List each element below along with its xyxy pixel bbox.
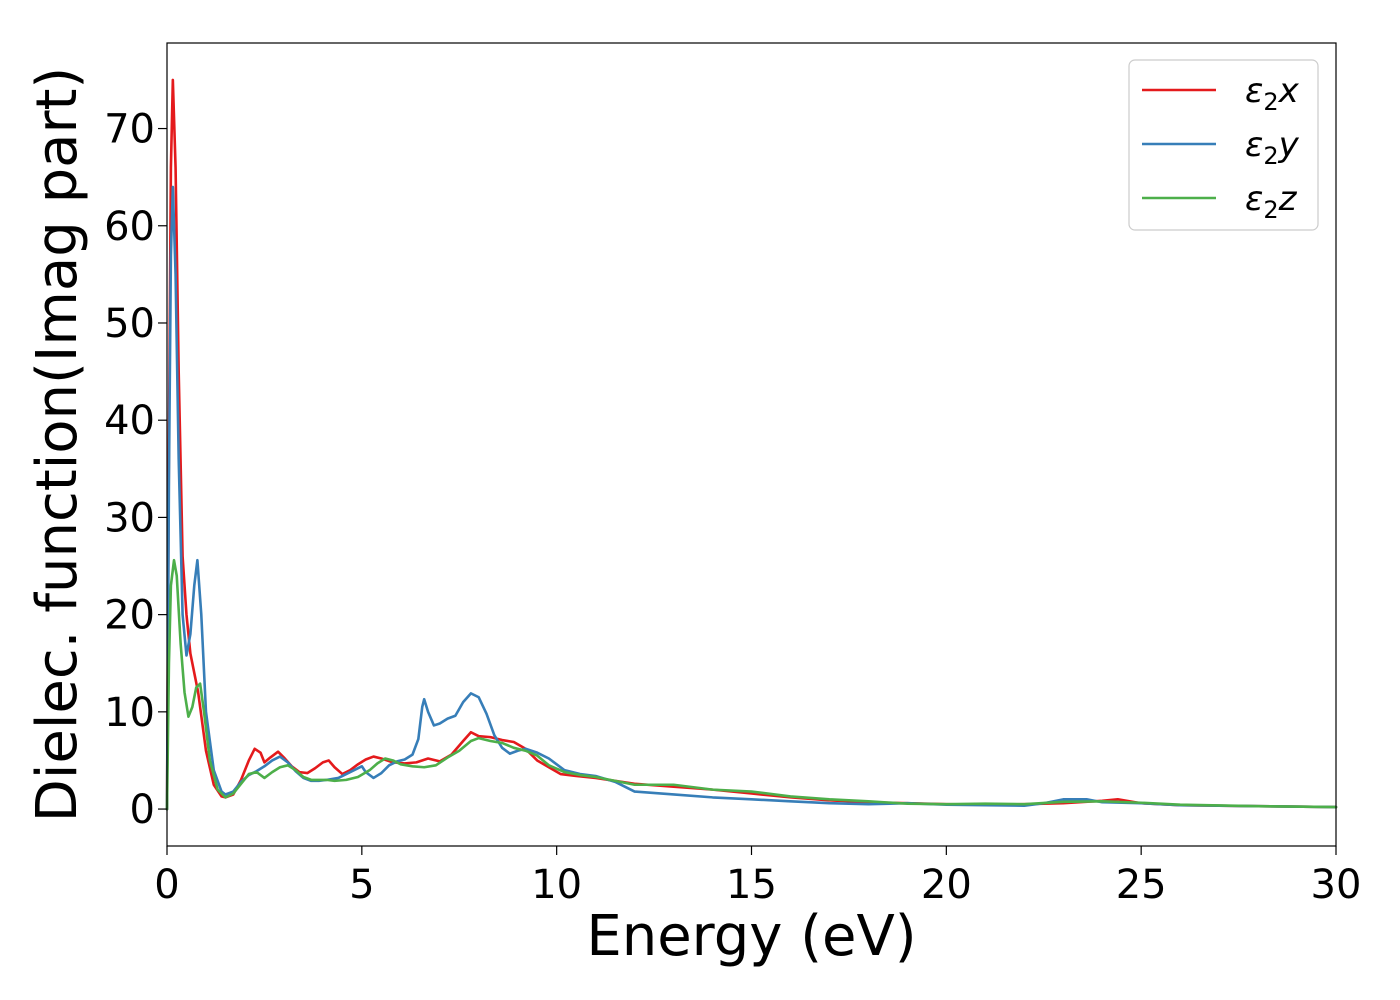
y-tick-label: 0 xyxy=(130,787,155,833)
legend-label-3: ε2z xyxy=(1245,179,1298,224)
legend-label-1: ε2x xyxy=(1245,71,1300,116)
x-tick-label: 20 xyxy=(921,862,972,908)
y-tick-label: 10 xyxy=(104,690,155,736)
legend-label-2: ε2y xyxy=(1245,125,1300,170)
y-axis-ticks: 0 10 20 30 40 50 60 70 xyxy=(104,107,167,833)
y-axis-label: Dielec. function(Imag part) xyxy=(25,67,90,823)
y-tick-label: 60 xyxy=(104,204,155,250)
x-axis-label: Energy (eV) xyxy=(586,904,916,969)
x-tick-label: 0 xyxy=(154,862,179,908)
series-line-3 xyxy=(165,558,1338,811)
series-layer xyxy=(165,78,1338,811)
y-tick-label: 20 xyxy=(104,593,155,639)
x-axis-ticks: 0 5 10 15 20 25 30 xyxy=(154,846,1361,908)
y-tick-label: 40 xyxy=(104,398,155,444)
legend: ε2x ε2y ε2z xyxy=(1128,59,1319,231)
y-tick-label: 50 xyxy=(104,301,155,347)
x-tick-label: 10 xyxy=(531,862,582,908)
x-tick-label: 25 xyxy=(1116,862,1167,908)
x-tick-label: 15 xyxy=(726,862,777,908)
legend-box xyxy=(1128,59,1319,231)
series-line-2 xyxy=(165,185,1338,811)
y-tick-label: 70 xyxy=(104,107,155,153)
x-tick-label: 5 xyxy=(349,862,374,908)
x-tick-label: 30 xyxy=(1311,862,1362,908)
y-tick-label: 30 xyxy=(104,495,155,541)
